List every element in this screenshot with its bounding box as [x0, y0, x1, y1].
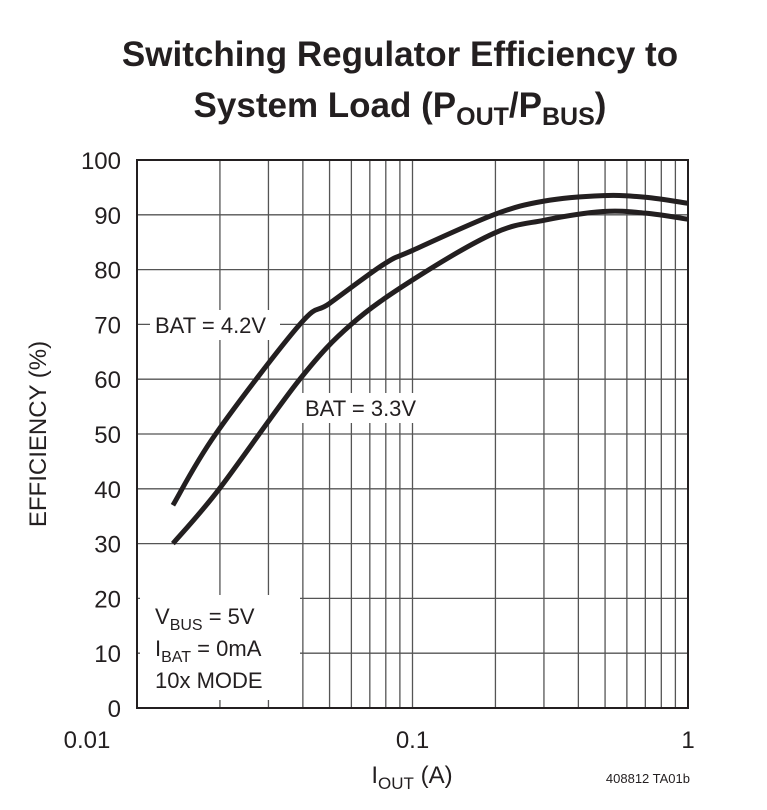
y-tick-label: 10	[94, 641, 121, 668]
grid	[136, 159, 689, 709]
y-tick-label: 20	[94, 586, 121, 613]
figure-id: 408812 TA01b	[606, 771, 690, 786]
condition-line: 10x MODE	[155, 668, 263, 693]
plot-frame	[136, 159, 689, 709]
y-ticks: 0 10 20 30 40 50 60 70 80 90 100	[81, 148, 121, 723]
y-tick-label: 90	[94, 203, 121, 230]
condition-line: IBAT = 0mA	[155, 636, 262, 666]
series-line-0	[170, 192, 689, 507]
y-tick-label: 60	[94, 367, 121, 394]
chart-title-line2: System Load (POUT/PBUS)	[194, 86, 607, 131]
x-tick-label: 1	[681, 727, 694, 754]
x-tick-label: 0.1	[396, 727, 429, 754]
y-tick-label: 0	[108, 696, 121, 723]
series-label-bat-4.2v: BAT = 4.2V	[155, 313, 266, 338]
y-tick-label: 100	[81, 148, 121, 175]
y-tick-label: 80	[94, 258, 121, 285]
chart-title-line1: Switching Regulator Efficiency to	[122, 35, 678, 74]
y-tick-label: 40	[94, 477, 121, 504]
label-bg	[300, 393, 448, 423]
conditions-bg	[140, 595, 300, 700]
series-label-bat-3.3v: BAT = 3.3V	[305, 396, 416, 421]
y-tick-label: 50	[94, 422, 121, 449]
x-ticks: 0.01 0.1 1	[64, 727, 695, 754]
y-tick-label: 70	[94, 312, 121, 339]
series-lines	[170, 192, 689, 546]
label-bg	[150, 310, 280, 340]
y-tick-label: 30	[94, 532, 121, 559]
x-tick-label: 0.01	[64, 727, 111, 754]
condition-line: VBUS = 5V	[155, 604, 255, 634]
y-axis-label: EFFICIENCY (%)	[25, 341, 52, 527]
series-line-1	[170, 208, 689, 546]
x-axis-label: IOUT (A)	[371, 762, 452, 793]
